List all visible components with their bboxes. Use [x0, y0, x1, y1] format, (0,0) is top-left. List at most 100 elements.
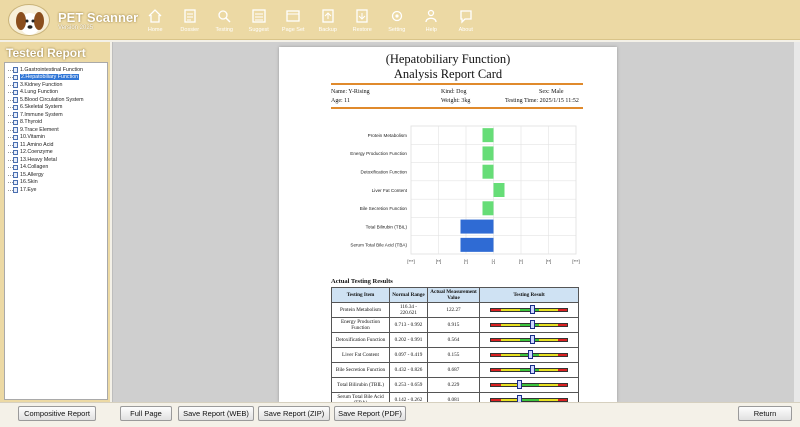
report-doc-icon: [13, 112, 18, 118]
report-tree-item[interactable]: 14.Collagen: [5, 164, 107, 172]
nav-label: Suggest: [248, 27, 269, 33]
result-marker: [517, 395, 523, 402]
cell-range: 0.142 - 0.262: [389, 392, 428, 402]
result-marker: [517, 380, 523, 389]
nav-label: Help: [425, 27, 437, 33]
result-range-segment: [557, 324, 567, 326]
return-button[interactable]: Return: [738, 406, 792, 421]
nav-testing[interactable]: Testing: [207, 8, 242, 33]
report-tree-label: 16.Skin: [20, 179, 38, 186]
save-web-button[interactable]: Save Report (WEB): [178, 406, 254, 421]
report-tree-label: 4.Lung Function: [20, 89, 58, 96]
nav-backup[interactable]: Backup: [311, 8, 346, 33]
cell-item: Energy Production Function: [331, 317, 390, 333]
vertical-scrollbar[interactable]: [794, 42, 800, 402]
chart-bar: [482, 201, 494, 216]
result-range-segment: [500, 369, 510, 371]
result-range-segment: [510, 369, 520, 371]
result-range-segment: [510, 354, 520, 356]
result-marker: [530, 320, 536, 329]
nav-suggest[interactable]: Suggest: [242, 8, 277, 33]
result-range-segment: [557, 384, 567, 386]
report-tree-item[interactable]: 6.Skeletal System: [5, 104, 107, 112]
nav-about[interactable]: About: [449, 8, 484, 33]
result-range-segment: [548, 399, 558, 401]
report-tree-label: 2.Hepatobiliary Function: [20, 74, 80, 81]
nav-label: Testing: [215, 27, 233, 33]
table-row: Protein Metabolism 116.34 - 220.621 122.27: [331, 302, 579, 318]
report-tree-item[interactable]: 5.Blood Circulation System: [5, 96, 107, 104]
report-tree-item[interactable]: 10.Vitamin: [5, 134, 107, 142]
report-tree-item[interactable]: 8.Thyroid: [5, 119, 107, 127]
result-range-segment: [491, 384, 501, 386]
cell-item: Bile Secretion Function: [331, 362, 390, 378]
result-range-segment: [557, 339, 567, 341]
dog-logo-icon: [8, 4, 50, 36]
report-tree-label: 1.Gastrointestinal Function: [20, 66, 84, 73]
report-tree-item[interactable]: 17.Eye: [5, 186, 107, 194]
result-range-segment: [548, 369, 558, 371]
result-marker: [530, 365, 536, 374]
report-doc-icon: [13, 89, 18, 95]
result-indicator-bar: [490, 320, 568, 329]
x-tick-label: [**]: [546, 259, 552, 264]
nav-page-set[interactable]: Page Set: [276, 8, 311, 33]
header-testing-result: Testing Result: [479, 287, 579, 303]
result-range-segment: [548, 324, 558, 326]
full-page-button[interactable]: Full Page: [120, 406, 172, 421]
report-doc-icon: [13, 157, 18, 163]
save-zip-button[interactable]: Save Report (ZIP): [258, 406, 330, 421]
nav-home[interactable]: Home: [138, 8, 173, 33]
header-actual-value: Actual Measurement Value: [427, 287, 480, 303]
report-tree-label: 14.Collagen: [20, 164, 49, 171]
report-tree-item[interactable]: 12.Coenzyme: [5, 149, 107, 157]
report-tree-item[interactable]: 3.Kidney Function: [5, 81, 107, 89]
report-doc-icon: [13, 74, 18, 80]
app-title: PET Scanner: [58, 10, 139, 25]
report-doc-icon: [13, 127, 18, 133]
result-range-segment: [510, 324, 520, 326]
result-range-segment: [548, 309, 558, 311]
report-tree-label: 7.Immune System: [20, 111, 63, 118]
compositive-report-button[interactable]: Compositive Report: [18, 406, 96, 421]
report-tree-item[interactable]: 15.Allergy: [5, 171, 107, 179]
cell-range: 0.097 - 0.419: [389, 347, 428, 363]
patient-age: Age: 11: [331, 98, 350, 104]
cell-range: 116.34 - 220.621: [389, 302, 428, 318]
result-range-segment: [491, 369, 501, 371]
cell-value: 0.229: [427, 377, 480, 393]
result-range-segment: [500, 324, 510, 326]
sidebar-title: Tested Report: [6, 46, 86, 60]
result-range-segment: [548, 384, 558, 386]
result-range-segment: [538, 354, 548, 356]
cell-result-bar: [479, 332, 579, 348]
category-label: Bile Secretion Function: [360, 206, 408, 211]
report-tree-label: 11.Amino Acid: [20, 141, 54, 148]
report-tree-item[interactable]: 13.Heavy Metal: [5, 156, 107, 164]
home-icon: [148, 9, 162, 23]
nav-dossier[interactable]: Dossier: [173, 8, 208, 33]
testing-icon: [218, 10, 231, 23]
report-tree-item[interactable]: 1.Gastrointestinal Function: [5, 66, 107, 74]
report-tree-item[interactable]: 9.Trace Element: [5, 126, 107, 134]
nav-help[interactable]: Help: [414, 8, 449, 33]
table-row: Total Bilirubin (TBIL) 0.253 - 0.659 0.229: [331, 377, 579, 393]
backup-icon: [322, 9, 334, 23]
report-tree-item[interactable]: 11.Amino Acid: [5, 141, 107, 149]
x-tick-label: [**]: [436, 259, 442, 264]
report-tree-item[interactable]: 4.Lung Function: [5, 89, 107, 97]
report-tree-item[interactable]: 7.Immune System: [5, 111, 107, 119]
report-tree-item[interactable]: 2.Hepatobiliary Function: [5, 74, 107, 82]
report-tree-item[interactable]: 16.Skin: [5, 179, 107, 187]
chart-bar: [482, 128, 494, 143]
report-page: (Hepatobiliary Function) Analysis Report…: [279, 47, 617, 402]
nav-restore[interactable]: Restore: [345, 8, 380, 33]
category-label: Protein Metabolism: [368, 133, 407, 138]
category-label: Total Bilirubin (TBIL): [366, 224, 408, 229]
report-tree-label: 6.Skeletal System: [20, 104, 63, 111]
save-pdf-button[interactable]: Save Report (PDF): [334, 406, 406, 421]
nav-setting[interactable]: Setting: [380, 8, 415, 33]
result-range-segment: [519, 339, 529, 341]
cell-range: 0.713 - 0.992: [389, 317, 428, 333]
cell-value: 0.081: [427, 392, 480, 402]
